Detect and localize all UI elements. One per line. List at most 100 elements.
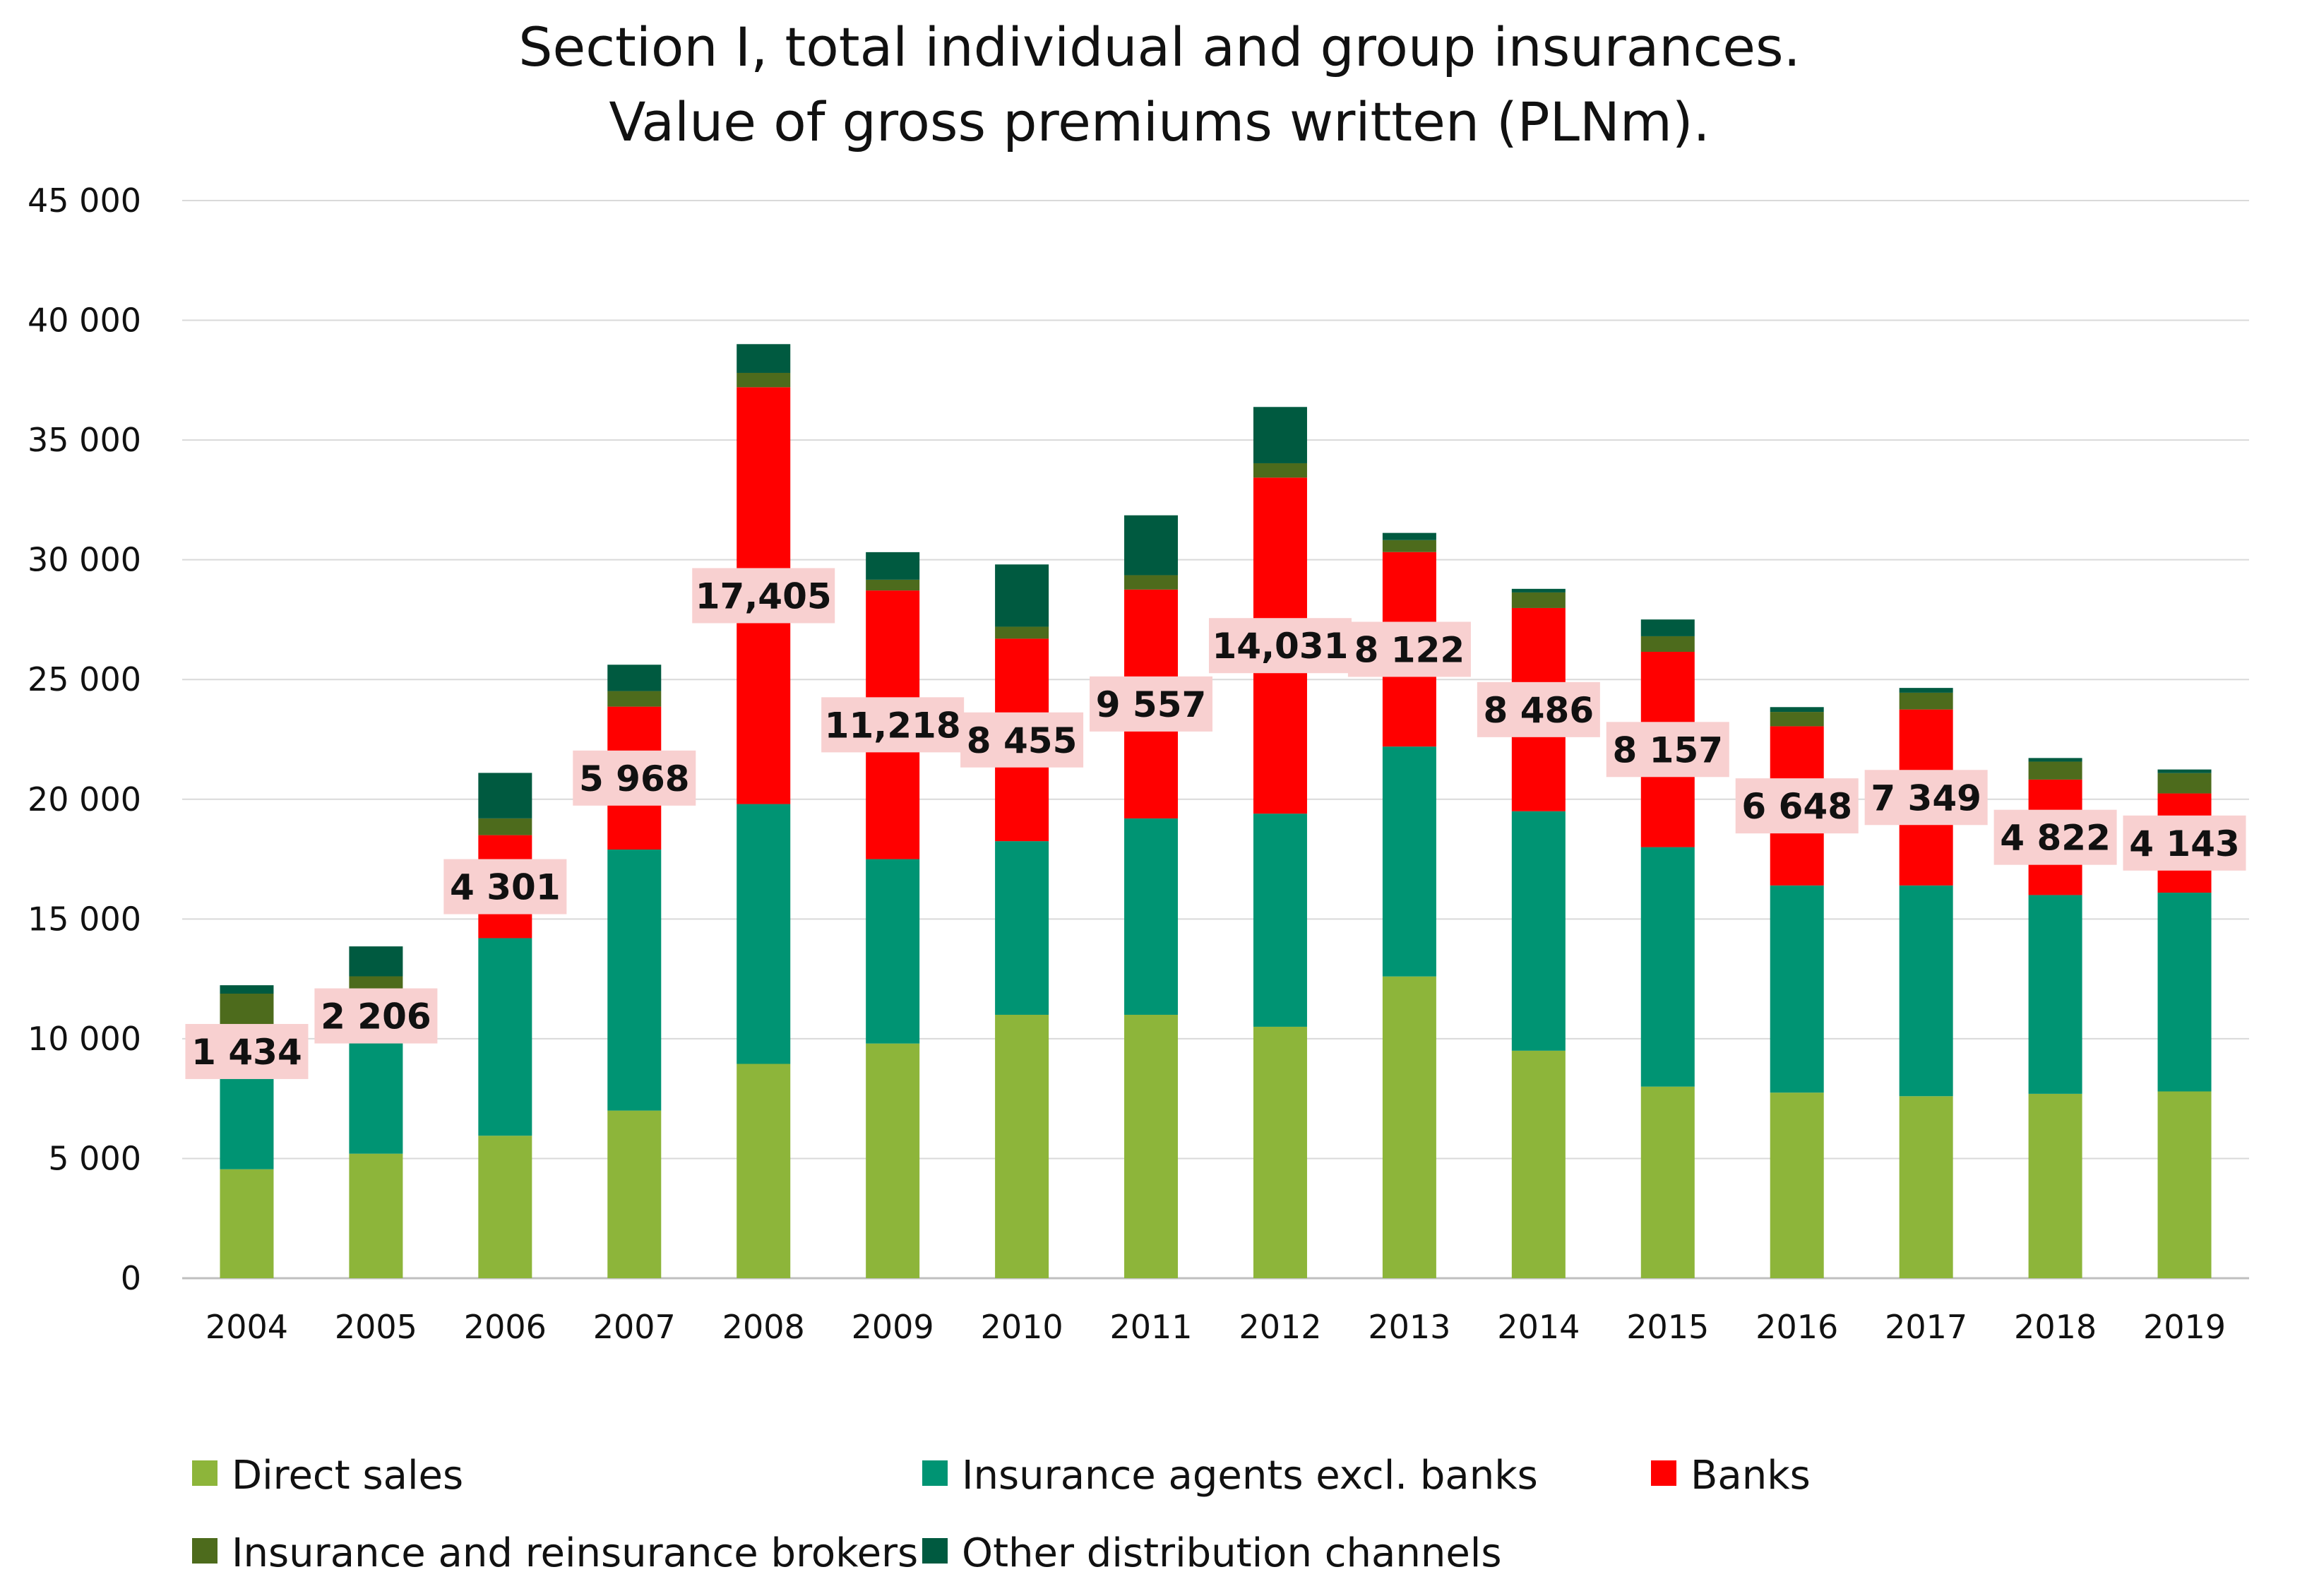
y-tick-label: 30 000 — [28, 541, 141, 579]
bar-direct-sales — [1253, 1026, 1307, 1278]
legend-swatch — [922, 1460, 948, 1486]
bar-other-distribution-channels — [607, 665, 662, 691]
legend-swatch — [1651, 1460, 1676, 1486]
x-tick-label: 2019 — [2143, 1308, 2226, 1346]
bar-insurance-and-reinsurance-brokers — [1640, 636, 1695, 652]
data-label: 6 648 — [1741, 786, 1852, 827]
y-tick-label: 15 000 — [28, 900, 141, 938]
data-label-box — [1606, 722, 1729, 778]
bar-other-distribution-channels — [1770, 707, 1824, 713]
bar-direct-sales — [1124, 1014, 1179, 1278]
bar-direct-sales — [2157, 1091, 2212, 1278]
x-tick-label: 2004 — [205, 1308, 288, 1346]
bar-insurance-agents-excl-banks — [866, 859, 920, 1044]
data-label: 8 455 — [967, 720, 1078, 761]
x-tick-label: 2008 — [722, 1308, 805, 1346]
data-label-box — [443, 859, 567, 915]
bar-insurance-agents-excl-banks — [737, 804, 791, 1064]
bar-insurance-agents-excl-banks — [1640, 847, 1695, 1087]
data-label-box — [960, 712, 1084, 768]
bar-other-distribution-channels — [1253, 407, 1307, 463]
bar-direct-sales — [1511, 1050, 1566, 1278]
data-label-box — [1477, 681, 1600, 737]
bar-direct-sales — [220, 1169, 274, 1278]
bar-insurance-and-reinsurance-brokers — [1511, 592, 1566, 608]
bar-insurance-and-reinsurance-brokers — [995, 626, 1049, 639]
data-label: 8 122 — [1354, 629, 1465, 670]
legend-label: Insurance agents excl. banks — [962, 1453, 1538, 1499]
y-tick-label: 10 000 — [28, 1020, 141, 1058]
y-tick-label: 40 000 — [28, 302, 141, 340]
bar-insurance-agents-excl-banks — [220, 1068, 274, 1169]
bar-other-distribution-channels — [1899, 688, 1953, 693]
x-tick-label: 2006 — [464, 1308, 547, 1346]
bar-insurance-agents-excl-banks — [607, 849, 662, 1111]
data-label-box — [1864, 770, 1988, 826]
data-label-box — [821, 697, 965, 753]
bar-other-distribution-channels — [866, 552, 920, 580]
bar-insurance-agents-excl-banks — [2028, 895, 2082, 1094]
bar-insurance-agents-excl-banks — [478, 938, 532, 1136]
x-tick-label: 2011 — [1109, 1308, 1192, 1346]
data-label-box — [692, 568, 835, 624]
data-label-box — [1090, 676, 1213, 732]
bar-direct-sales — [1770, 1092, 1824, 1278]
x-tick-label: 2013 — [1368, 1308, 1450, 1346]
bar-other-distribution-channels — [2157, 769, 2212, 773]
bar-insurance-and-reinsurance-brokers — [1253, 463, 1307, 478]
data-label: 14,031 — [1212, 626, 1348, 667]
bar-insurance-agents-excl-banks — [1124, 818, 1179, 1015]
bar-insurance-agents-excl-banks — [1899, 885, 1953, 1097]
bar-other-distribution-channels — [1640, 619, 1695, 636]
bar-insurance-and-reinsurance-brokers — [1770, 712, 1824, 727]
bar-insurance-agents-excl-banks — [349, 1042, 403, 1154]
data-label-box — [2123, 815, 2246, 871]
data-label-box — [314, 988, 438, 1044]
legend-label: Banks — [1691, 1453, 1811, 1499]
bar-direct-sales — [478, 1136, 532, 1278]
data-label: 5 968 — [579, 758, 690, 799]
bar-insurance-and-reinsurance-brokers — [349, 976, 403, 990]
data-label-box — [1993, 809, 2117, 865]
legend-label: Direct sales — [232, 1453, 463, 1499]
bar-insurance-agents-excl-banks — [1511, 811, 1566, 1051]
legend-swatch — [922, 1538, 948, 1564]
x-tick-label: 2018 — [2014, 1308, 2097, 1346]
data-label: 2 206 — [321, 996, 431, 1037]
data-label: 8 157 — [1612, 729, 1723, 770]
bar-insurance-agents-excl-banks — [2157, 893, 2212, 1092]
bar-insurance-and-reinsurance-brokers — [2157, 773, 2212, 794]
data-label-box — [1347, 621, 1471, 677]
legend-swatch — [192, 1460, 217, 1486]
data-label: 9 557 — [1096, 684, 1207, 725]
data-label: 17,405 — [696, 576, 832, 617]
bar-insurance-agents-excl-banks — [1382, 746, 1436, 977]
x-tick-label: 2012 — [1239, 1308, 1321, 1346]
chart-subtitle: Value of gross premiums written (PLNm). — [609, 90, 1710, 153]
bar-other-distribution-channels — [737, 344, 791, 373]
data-label-box — [573, 750, 696, 806]
bar-other-distribution-channels — [349, 946, 403, 977]
bar-direct-sales — [1382, 976, 1436, 1278]
bar-insurance-and-reinsurance-brokers — [607, 691, 662, 707]
bar-direct-sales — [607, 1110, 662, 1278]
bar-insurance-and-reinsurance-brokers — [478, 818, 532, 835]
bar-direct-sales — [995, 1014, 1049, 1278]
legend-swatch — [192, 1538, 217, 1564]
y-tick-label: 45 000 — [28, 181, 141, 220]
data-label: 4 301 — [450, 867, 561, 908]
data-label: 8 486 — [1484, 690, 1594, 731]
bar-insurance-agents-excl-banks — [1253, 814, 1307, 1027]
chart-title: Section I, total individual and group in… — [518, 16, 1801, 78]
data-label: 4 143 — [2129, 823, 2240, 864]
bar-other-distribution-channels — [1124, 515, 1179, 576]
bar-insurance-and-reinsurance-brokers — [1382, 540, 1436, 552]
bar-other-distribution-channels — [2028, 758, 2082, 762]
x-tick-label: 2017 — [1885, 1308, 1967, 1346]
data-label-box — [185, 1023, 309, 1079]
bar-insurance-agents-excl-banks — [1770, 885, 1824, 1093]
y-tick-label: 35 000 — [28, 421, 141, 459]
x-tick-label: 2010 — [981, 1308, 1063, 1346]
bar-insurance-and-reinsurance-brokers — [1899, 692, 1953, 710]
